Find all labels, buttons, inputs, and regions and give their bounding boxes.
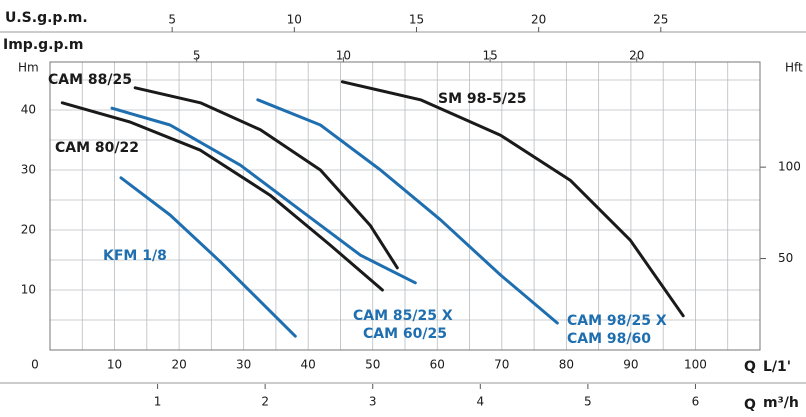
m3h-tick-label: 6 [692,395,700,409]
x-tick-label: 30 [236,358,251,372]
curve-label: CAM 80/22 [55,140,139,156]
m3h-tick-label: 4 [476,395,484,409]
y-tick-label: 20 [21,223,36,237]
curve [340,80,685,318]
x-tick-label: 60 [430,358,445,372]
curve [110,106,417,285]
usgpm-tick-label: 20 [531,13,546,27]
m3h-tick-label: 5 [584,395,592,409]
impgpm-tick-label: 15 [482,49,497,63]
x-unit: L/1' [763,359,791,375]
usgpm-tick-label: 25 [653,13,668,27]
usgpm-tick-label: 10 [287,13,302,27]
impgpm-tick-label: 20 [629,49,644,63]
x-tick-label: 10 [107,358,122,372]
y-label: Hm [18,61,39,75]
curve [133,86,399,270]
curve [256,98,559,325]
m3h-unit: m³/h [763,395,799,411]
curve-label: CAM 85/25 X [353,308,453,324]
curve [119,176,297,338]
m3h-tick-label: 1 [154,395,162,409]
x-tick-label: 90 [623,358,638,372]
y2-tick-label: 100 [778,160,801,174]
curve-label: CAM 88/25 [48,72,132,88]
curve-label: SM 98-5/25 [438,91,527,107]
usgpm-tick-label: 15 [409,13,424,27]
x-tick-label: 70 [494,358,509,372]
m3h-tick-label: 2 [261,395,269,409]
x-tick-label: 20 [171,358,186,372]
impgpm-tick-label: 10 [336,49,351,63]
curve-label: CAM 98/25 X [567,313,667,329]
usgpm-label: U.S.g.p.m. [5,10,88,26]
curve [60,101,384,292]
m3h-label: Q [744,397,756,413]
x-tick-label: 40 [301,358,316,372]
y-tick-label: 10 [21,283,36,297]
y2-label: Hft [785,61,803,75]
y2-tick-label: 50 [778,251,793,265]
curve-label: CAM 98/60 [567,331,651,347]
usgpm-tick-label: 5 [168,13,176,27]
x-tick-label: 80 [559,358,574,372]
curve-label: KFM 1/8 [103,248,167,264]
m3h-tick-label: 3 [369,395,377,409]
x-label: Q [744,359,756,375]
impgpm-label: Imp.g.p.m [3,37,83,53]
x-tick-label: 100 [684,358,707,372]
y-tick-label: 30 [21,163,36,177]
curve-label: CAM 60/25 [363,326,447,342]
impgpm-tick-label: 5 [193,49,201,63]
y-tick-label: 40 [21,103,36,117]
plot-frame [49,61,761,351]
x-tick-label: 0 [31,358,39,372]
x-tick-label: 50 [365,358,380,372]
